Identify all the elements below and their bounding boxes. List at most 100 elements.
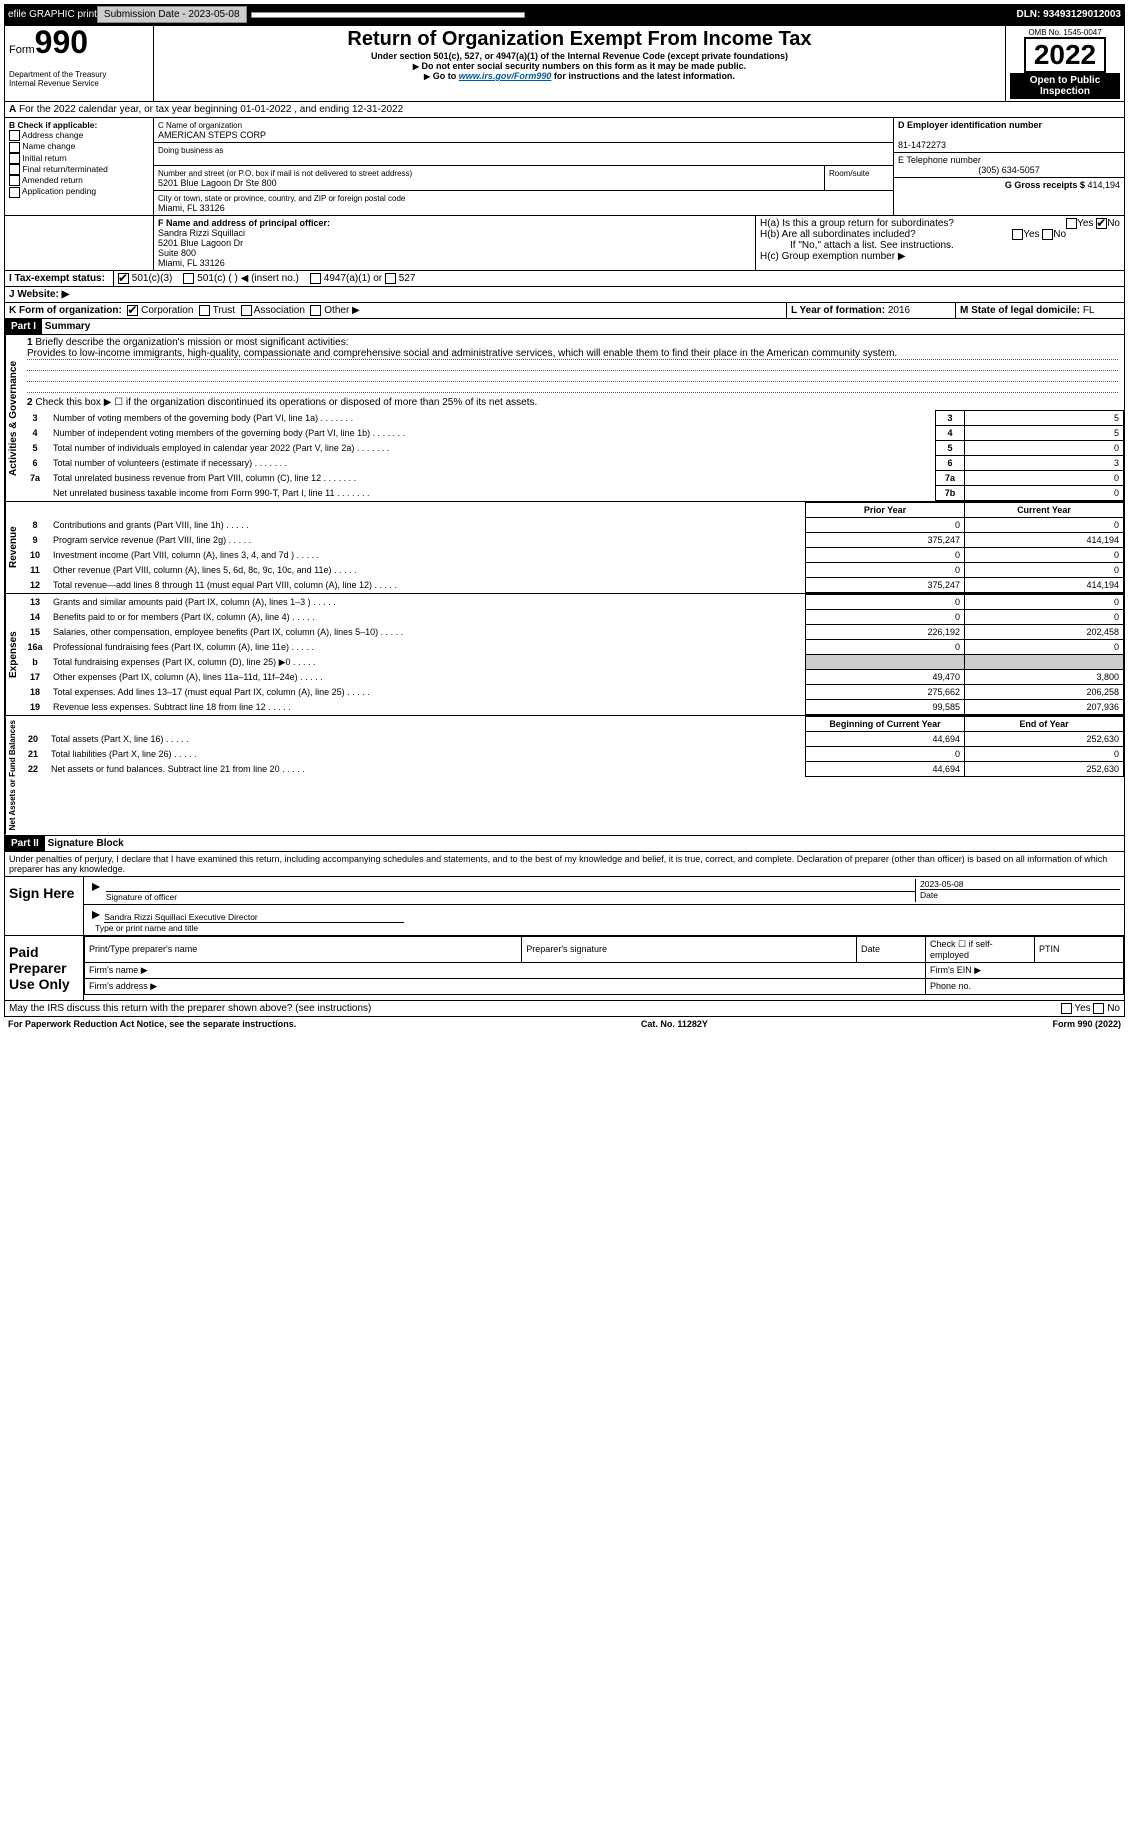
cb-assoc[interactable] (241, 305, 252, 316)
cb-trust[interactable] (199, 305, 210, 316)
may-irs-text: May the IRS discuss this return with the… (9, 1003, 371, 1014)
state-domicile: FL (1083, 305, 1095, 316)
yes-lbl3: Yes (1074, 1003, 1090, 1014)
blank-line (27, 371, 1118, 382)
box-l-label: L Year of formation: (791, 305, 885, 316)
main-title: Return of Organization Exempt From Incom… (158, 28, 1001, 51)
yes-lbl: Yes (1077, 218, 1093, 229)
irs-link[interactable]: www.irs.gov/Form990 (459, 71, 552, 81)
cb-4947[interactable] (310, 273, 321, 284)
paid-preparer-section: Paid Preparer Use Only Print/Type prepar… (4, 936, 1125, 1001)
may-irs-row: May the IRS discuss this return with the… (4, 1001, 1125, 1017)
ha-label: H(a) Is this a group return for subordin… (760, 218, 954, 229)
checkbox-addr[interactable] (9, 130, 20, 141)
hb-no[interactable] (1042, 229, 1053, 240)
prep-date-lbl: Date (857, 936, 926, 962)
cb-501c[interactable] (183, 273, 194, 284)
may-irs-yes[interactable] (1061, 1003, 1072, 1014)
q1-block: 1 Briefly describe the organization's mi… (21, 335, 1124, 395)
box-f: F Name and address of principal officer:… (153, 216, 756, 270)
addr-change-lbl: Address change (22, 130, 83, 140)
amended-lbl: Amended return (22, 175, 83, 185)
cb-other[interactable] (310, 305, 321, 316)
501c-lbl: 501(c) ( ) ◀ (insert no.) (197, 273, 299, 284)
note-goto: Go to (433, 71, 459, 81)
website-label: J Website: ▶ (9, 289, 69, 300)
hb-note: If "No," attach a list. See instructions… (760, 240, 1120, 251)
no-lbl: No (1107, 218, 1120, 229)
4947-lbl: 4947(a)(1) or (324, 273, 382, 284)
cb-corp[interactable] (127, 305, 138, 316)
officer-addr3: Miami, FL 33126 (158, 258, 225, 268)
blank-line (27, 382, 1118, 393)
right-id-column: D Employer identification number 81-1472… (894, 118, 1124, 215)
part-ii-label: Part II (5, 836, 45, 851)
initial-return-lbl: Initial return (22, 153, 66, 163)
part-i-label: Part I (5, 319, 42, 334)
irs-label: Internal Revenue Service (9, 79, 149, 88)
form-org-row: K Form of organization: Corporation Trus… (4, 303, 1125, 319)
may-irs-no[interactable] (1093, 1003, 1104, 1014)
pra-notice: For Paperwork Reduction Act Notice, see … (8, 1019, 296, 1029)
sign-here-section: Sign Here Signature of officer 2023-05-0… (4, 877, 1125, 936)
ein-value: 81-1472273 (898, 140, 946, 150)
checkbox-amended[interactable] (9, 175, 20, 186)
ha-yes[interactable] (1066, 218, 1077, 229)
part-ii-header: Part II Signature Block (4, 836, 1125, 852)
form-id-footer: Form 990 (2022) (1052, 1019, 1121, 1029)
part-i-header: Part I Summary (4, 319, 1125, 335)
vert-governance-label: Activities & Governance (5, 335, 21, 501)
no-lbl3: No (1107, 1003, 1120, 1014)
room-label: Room/suite (829, 169, 869, 178)
firm-addr-lbl: Firm's address ▶ (85, 978, 926, 994)
box-i-label: I Tax-exempt status: (9, 273, 105, 284)
preparer-table: Print/Type preparer's name Preparer's si… (84, 936, 1124, 995)
hc-label: H(c) Group exemption number ▶ (760, 251, 1120, 262)
penalty-text: Under penalties of perjury, I declare th… (4, 852, 1125, 877)
city-label: City or town, state or province, country… (158, 194, 405, 203)
org-c-column: C Name of organization AMERICAN STEPS CO… (154, 118, 894, 215)
efile-topbar: efile GRAPHIC print Submission Date - 20… (4, 4, 1125, 25)
prep-sig-lbl: Preparer's signature (522, 936, 857, 962)
box-h: H(a) Is this a group return for subordin… (756, 216, 1124, 270)
prep-name-lbl: Print/Type preparer's name (85, 936, 522, 962)
note-ssn: Do not enter social security numbers on … (422, 61, 747, 71)
checkbox-final[interactable] (9, 164, 20, 175)
blank-line (27, 360, 1118, 371)
line-a-text: For the 2022 calendar year, or tax year … (19, 104, 403, 115)
vert-net-label: Net Assets or Fund Balances (5, 716, 19, 834)
hb-label: H(b) Are all subordinates included? (760, 229, 916, 240)
spacer-col (5, 216, 153, 270)
ha-no[interactable] (1096, 218, 1107, 229)
cat-number: Cat. No. 11282Y (641, 1019, 708, 1029)
yes-lbl2: Yes (1023, 229, 1039, 240)
hb-yes[interactable] (1012, 229, 1023, 240)
org-name: AMERICAN STEPS CORP (158, 130, 266, 140)
gross-value: 414,194 (1087, 180, 1120, 190)
final-return-lbl: Final return/terminated (22, 164, 108, 174)
dba-label: Doing business as (158, 146, 223, 155)
sign-here-label: Sign Here (5, 877, 84, 935)
pointer-icon (88, 879, 102, 902)
app-pending-lbl: Application pending (22, 186, 96, 196)
checkbox-initial[interactable] (9, 153, 20, 164)
sig-block-label: Signature Block (48, 838, 124, 849)
org-city: Miami, FL 33126 (158, 203, 225, 213)
vert-revenue-label: Revenue (5, 502, 21, 593)
revenue-table: Prior YearCurrent Year8Contributions and… (21, 502, 1124, 593)
cb-527[interactable] (385, 273, 396, 284)
no-lbl2: No (1053, 229, 1066, 240)
officer-addr2: Suite 800 (158, 248, 196, 258)
tax-exempt-row: I Tax-exempt status: 501(c)(3) 501(c) ( … (4, 271, 1125, 287)
phone-label: E Telephone number (898, 155, 981, 165)
org-address: 5201 Blue Lagoon Dr Ste 800 (158, 178, 277, 188)
501c3-lbl: 501(c)(3) (132, 273, 173, 284)
cb-501c3[interactable] (118, 273, 129, 284)
firm-name-lbl: Firm's name ▶ (85, 962, 926, 978)
q1-text: Briefly describe the organization's miss… (35, 337, 348, 348)
checkbox-name[interactable] (9, 142, 20, 153)
firm-ein-lbl: Firm's EIN ▶ (926, 962, 1124, 978)
checkbox-app[interactable] (9, 187, 20, 198)
summary-label: Summary (45, 321, 91, 332)
submission-date-btn[interactable]: Submission Date - 2023-05-08 (97, 6, 247, 23)
